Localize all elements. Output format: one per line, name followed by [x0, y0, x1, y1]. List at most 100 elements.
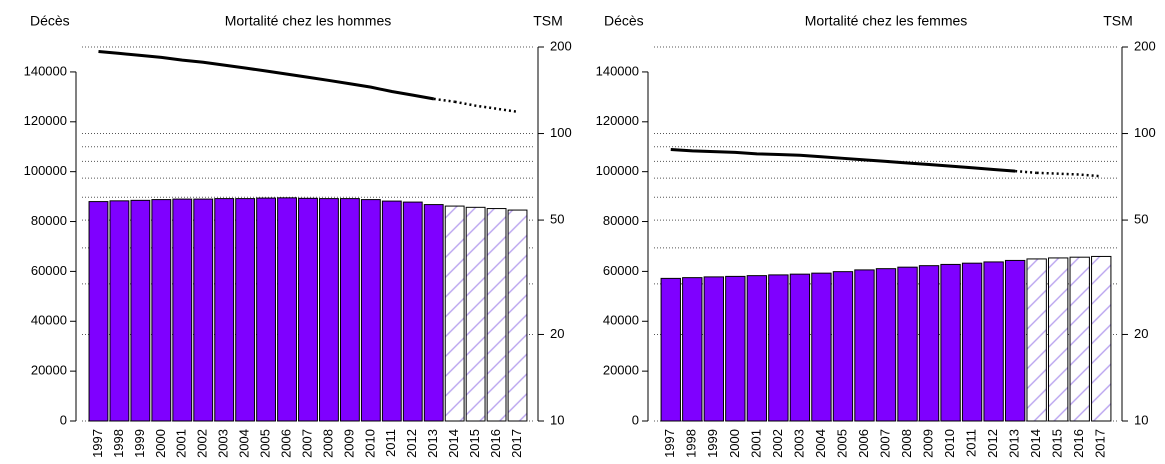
x-tick-label: 2015 — [467, 429, 482, 458]
bar — [360, 199, 381, 422]
x-tick-label: 2001 — [748, 429, 763, 458]
x-tick-label: 2016 — [488, 429, 503, 458]
x-tick-label: 2009 — [341, 429, 356, 458]
x-tick-label: 2003 — [791, 429, 806, 458]
bar — [214, 198, 235, 422]
x-tick-label: 2002 — [195, 429, 210, 458]
x-tick-label: 1999 — [705, 429, 720, 458]
y-axis-label: Décès — [604, 13, 644, 29]
y-tick-label: 140000 — [24, 63, 67, 78]
bar — [339, 198, 360, 422]
y-tick-label: 60000 — [603, 263, 639, 278]
x-tick-label: 2000 — [153, 429, 168, 458]
x-tick-label: 2008 — [320, 429, 335, 458]
x-tick-label: 2014 — [446, 429, 461, 458]
x-tick-label: 2005 — [834, 429, 849, 458]
x-tick-label: 2004 — [813, 429, 828, 458]
chart-panel: Décès Mortalité chez les femmes TSM 0 20000 4… — [596, 13, 1156, 458]
bar — [854, 269, 875, 422]
x-tick-label: 2008 — [899, 429, 914, 458]
bar — [298, 197, 318, 422]
x-tick-label: 2000 — [727, 429, 742, 458]
bar — [88, 201, 109, 422]
projected-bar — [1026, 258, 1047, 422]
y-tick-label: 0 — [632, 412, 639, 427]
x-tick-label: 2009 — [920, 429, 935, 458]
y2-tick-label: 20 — [1134, 326, 1148, 341]
line — [98, 49, 434, 101]
y-tick-label: 140000 — [596, 63, 639, 78]
bar — [172, 198, 193, 422]
bar — [703, 276, 724, 422]
chart-panel: Décès Mortalité chez les hommes TSM 0 20000 4… — [24, 13, 572, 458]
bar — [381, 200, 402, 422]
projected-line — [454, 100, 518, 114]
bar — [682, 277, 703, 422]
y2-tick-label: 50 — [1134, 212, 1148, 227]
y-tick-label: 40000 — [603, 313, 639, 328]
x-tick-label: 2006 — [856, 429, 871, 458]
x-tick-label: 2010 — [362, 429, 377, 458]
x-tick-label: 2011 — [964, 429, 979, 457]
x-tick-label: 2015 — [1050, 429, 1065, 458]
bar — [1004, 259, 1026, 422]
chart-title: Mortalité chez les hommes — [225, 13, 392, 29]
x-tick-label: 2004 — [237, 429, 252, 458]
y2-tick-label: 200 — [550, 38, 572, 53]
chart-title: Mortalité chez les femmes — [805, 13, 968, 29]
y-axis-label: Décès — [30, 13, 70, 29]
bar — [725, 275, 746, 422]
x-tick-label: 2003 — [216, 429, 231, 458]
bar — [151, 199, 172, 422]
bar — [319, 198, 339, 422]
x-tick-label: 1997 — [662, 429, 677, 458]
bar — [961, 262, 983, 422]
bar — [811, 272, 832, 422]
y2-axis-label: TSM — [533, 13, 563, 29]
projected-bar — [1091, 255, 1112, 422]
bar — [983, 261, 1004, 422]
bar — [256, 197, 277, 422]
x-tick-label: 2010 — [942, 429, 957, 458]
bar — [423, 204, 444, 422]
x-tick-label: 2002 — [770, 429, 785, 458]
y2-tick-label: 10 — [1134, 412, 1148, 427]
y2-tick-label: 100 — [1134, 125, 1156, 140]
projected-bar — [1048, 257, 1069, 422]
y-tick-label: 20000 — [603, 363, 639, 378]
y-tick-label: 100000 — [596, 163, 639, 178]
x-tick-label: 2005 — [258, 429, 273, 458]
projected-bar — [507, 209, 528, 422]
y-tick-label: 40000 — [31, 313, 67, 328]
x-tick-label: 1997 — [90, 429, 105, 458]
x-tick-label: 2006 — [278, 429, 293, 458]
x-tick-label: 2012 — [404, 429, 419, 458]
y2-axis-label: TSM — [1103, 13, 1133, 29]
bar — [235, 198, 256, 422]
y2-tick-label: 10 — [550, 412, 564, 427]
bar — [768, 274, 789, 422]
y-tick-label: 20000 — [31, 363, 67, 378]
bar — [193, 198, 214, 422]
y-tick-label: 80000 — [603, 213, 639, 228]
y2-tick-label: 20 — [550, 326, 564, 341]
projected-bar — [465, 206, 486, 422]
y-tick-label: 60000 — [31, 263, 67, 278]
x-tick-label: 1998 — [111, 429, 126, 458]
projected-bar — [444, 205, 465, 422]
bar — [130, 199, 151, 422]
x-tick-label: 2001 — [174, 429, 189, 458]
x-tick-label: 2017 — [1093, 429, 1108, 458]
bar — [940, 263, 961, 422]
line-connector — [1015, 169, 1037, 175]
bar — [832, 271, 854, 422]
bar — [875, 268, 897, 422]
y-tick-label: 0 — [60, 412, 67, 427]
x-tick-label: 2014 — [1028, 429, 1043, 458]
y2-tick-label: 200 — [1134, 38, 1156, 53]
y-tick-label: 120000 — [596, 113, 639, 128]
bar — [789, 273, 811, 422]
x-tick-label: 2007 — [299, 429, 314, 458]
y-tick-label: 80000 — [31, 213, 67, 228]
